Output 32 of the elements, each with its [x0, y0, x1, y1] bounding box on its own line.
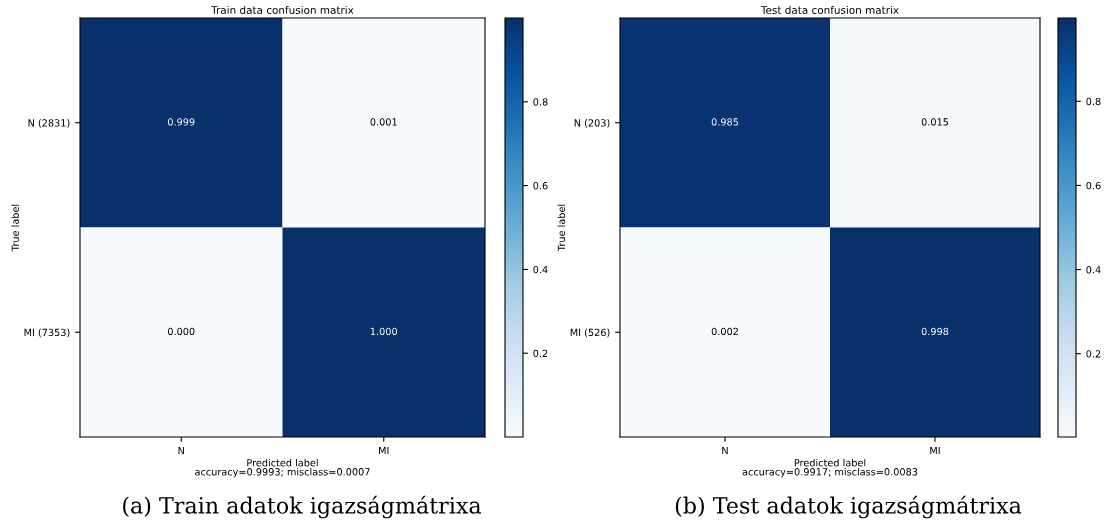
color-bar-label: 0.6	[1086, 181, 1101, 190]
color-bar-label: 0.4	[533, 265, 548, 274]
x-tick-label: N	[178, 447, 184, 455]
y-axis-title: True label	[11, 204, 19, 252]
data-label: 0.000	[167, 327, 195, 336]
x-axis-title: Predicted label accuracy=0.9917; misclass=0.0083	[742, 458, 918, 478]
x-axis-title: Predicted label accuracy=0.9993; misclass=0.0007	[195, 458, 370, 478]
data-label: 0.999	[167, 118, 195, 126]
data-label: 0.001	[370, 118, 397, 126]
chart-title: Test data confusion matrix	[760, 5, 899, 14]
y-axis-title: True label	[557, 204, 566, 252]
color-bar-label: 0.4	[1086, 266, 1101, 274]
x-tick-label: N	[722, 447, 728, 455]
x-tick-label: MI	[379, 447, 389, 455]
y-tick-label: N (2831)	[28, 119, 70, 128]
color-bar-label: 0.2	[533, 349, 548, 358]
text: (a) Train adatok igazságmátrixa	[123, 495, 482, 519]
color-bar-label: 0.8	[533, 98, 548, 106]
y-tick-label: MI (7353)	[24, 328, 70, 338]
text: (b) Test adatok igazságmátrixa	[675, 495, 1022, 519]
color-bar-label: 0.2	[1086, 350, 1101, 358]
data-label: 1.000	[370, 327, 398, 336]
x-tick-label: MI	[930, 447, 940, 455]
data-label: 0.998	[921, 327, 949, 336]
y-tick-label: N (203)	[574, 119, 610, 128]
data-label: 0.015	[921, 118, 949, 126]
data-label: 0.002	[711, 327, 738, 336]
color-bar-label: 0.8	[1086, 97, 1101, 106]
color-bar-label: 0.6	[533, 182, 548, 190]
y-tick-label: MI (526)	[570, 328, 610, 338]
chart-title: Train data confusion matrix	[211, 5, 354, 14]
data-label: 0.985	[711, 118, 739, 126]
